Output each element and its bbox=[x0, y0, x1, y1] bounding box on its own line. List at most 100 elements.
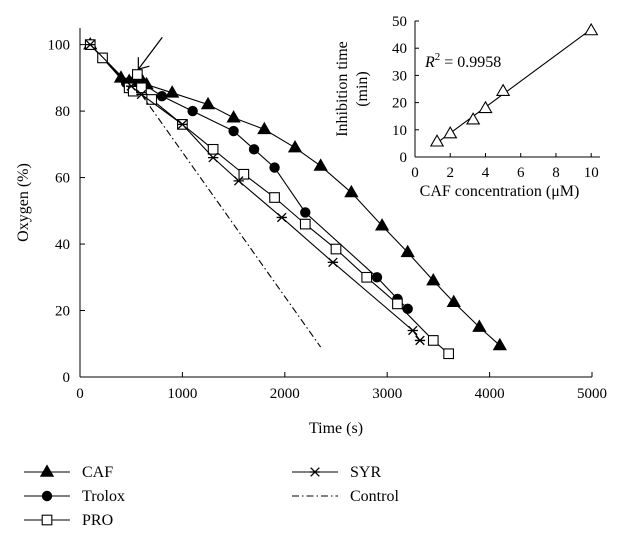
r-squared-value: = 0.9958 bbox=[440, 54, 501, 71]
r-squared-exponent: 2 bbox=[435, 51, 441, 63]
data-point-trolox bbox=[187, 105, 198, 117]
inset-y-tick-label: 20 bbox=[392, 96, 407, 112]
inset-y-axis-label: Inhibition time (min) bbox=[334, 41, 371, 137]
data-point-caf bbox=[313, 158, 328, 171]
data-point-pro bbox=[136, 82, 147, 94]
r-squared-symbol: R bbox=[424, 54, 435, 71]
inset-y-tick-label: 0 bbox=[400, 150, 408, 166]
inset-data-point bbox=[466, 112, 481, 125]
data-point-pro bbox=[361, 271, 373, 283]
data-point-pro bbox=[97, 52, 108, 64]
data-point-trolox bbox=[371, 272, 383, 283]
inset-x-tick-label: 6 bbox=[517, 165, 525, 181]
data-point-caf bbox=[344, 184, 359, 198]
legend-label-control: Control bbox=[350, 488, 399, 505]
x-tick-label: 0 bbox=[76, 386, 84, 402]
legend-label-trolox: Trolox bbox=[82, 488, 125, 505]
data-point-pro bbox=[146, 94, 158, 105]
legend-label-pro: PRO bbox=[82, 512, 113, 529]
data-point-pro bbox=[269, 192, 280, 203]
data-point-trolox bbox=[402, 303, 413, 315]
data-point-pro bbox=[427, 335, 439, 346]
inset-x-axis-label: CAF concentration (μM) bbox=[420, 183, 580, 200]
inset-x-tick-label: 2 bbox=[446, 165, 454, 181]
data-point-caf bbox=[200, 96, 216, 110]
arrow-annotation-head bbox=[137, 57, 150, 70]
y-tick-label: 0 bbox=[63, 370, 71, 386]
x-tick-label: 5000 bbox=[577, 386, 607, 402]
data-point-pro bbox=[238, 168, 250, 180]
r-squared-annotation: R2 = 0.9958 bbox=[424, 51, 501, 71]
data-point-syr bbox=[407, 325, 418, 336]
x-tick-label: 4000 bbox=[475, 386, 505, 402]
inset-x-tick-label: 10 bbox=[584, 165, 599, 181]
x-tick-label: 3000 bbox=[372, 386, 402, 402]
inset-x-tick-label: 8 bbox=[552, 165, 560, 181]
legend: CAF Trolox PRO SYR Control bbox=[24, 464, 399, 529]
inset-y-axis-label-line: Inhibition time bbox=[334, 41, 351, 137]
inset-x-tick-label: 0 bbox=[411, 165, 419, 181]
y-tick-label: 40 bbox=[55, 237, 70, 253]
data-point-trolox bbox=[228, 125, 239, 137]
inset-x-tick-label: 4 bbox=[482, 165, 490, 181]
y-tick-label: 20 bbox=[55, 304, 70, 320]
data-point-syr bbox=[85, 39, 96, 50]
inset-data-point bbox=[443, 126, 458, 139]
inset-fit-line bbox=[436, 28, 592, 144]
legend-marker-syr bbox=[309, 467, 321, 477]
legend-label-syr: SYR bbox=[350, 464, 381, 481]
data-point-caf bbox=[426, 273, 441, 286]
data-point-trolox bbox=[156, 90, 168, 102]
data-point-caf bbox=[492, 337, 507, 351]
inset-y-tick-label: 50 bbox=[392, 14, 407, 30]
data-point-pro bbox=[131, 69, 143, 80]
data-point-caf bbox=[400, 244, 415, 258]
inset-data-point bbox=[478, 100, 493, 114]
data-point-trolox bbox=[269, 162, 280, 173]
data-point-pro bbox=[330, 243, 342, 255]
legend-marker-pro bbox=[41, 514, 53, 526]
legend-marker-trolox bbox=[41, 490, 53, 502]
data-point-pro bbox=[299, 218, 311, 230]
y-tick-label: 80 bbox=[55, 104, 70, 120]
inset-y-tick-label: 40 bbox=[392, 41, 407, 57]
data-point-caf bbox=[374, 218, 390, 231]
data-point-caf bbox=[446, 294, 461, 307]
data-point-syr bbox=[276, 212, 287, 223]
x-tick-label: 1000 bbox=[167, 386, 197, 402]
y-axis-label: Oxygen (%) bbox=[15, 163, 32, 242]
data-point-trolox bbox=[300, 207, 311, 218]
data-point-pro bbox=[392, 298, 403, 310]
inset-data-point bbox=[495, 83, 511, 96]
data-point-caf bbox=[165, 85, 180, 98]
data-point-syr bbox=[207, 152, 219, 163]
data-point-caf bbox=[257, 121, 272, 135]
y-tick-label: 100 bbox=[48, 38, 71, 54]
series-line-syr bbox=[89, 44, 421, 341]
data-point-syr bbox=[414, 335, 426, 346]
inset-y-axis-label-line: (min) bbox=[354, 71, 371, 107]
inset-y-tick-label: 10 bbox=[392, 123, 407, 139]
inset-data-point bbox=[429, 134, 445, 147]
x-tick-label: 2000 bbox=[270, 386, 300, 402]
x-axis-label: Time (s) bbox=[309, 420, 363, 437]
data-point-caf bbox=[287, 140, 303, 153]
arrow-annotation bbox=[137, 36, 163, 70]
inset-plot: 0 2 4 6 8 10 0 10 20 30 40 50 CAF concentration (μM)… bbox=[334, 14, 600, 200]
data-point-syr bbox=[177, 119, 188, 130]
inset-y-tick-label: 30 bbox=[392, 68, 407, 84]
data-point-caf bbox=[226, 110, 241, 123]
data-point-syr bbox=[233, 176, 244, 186]
y-tick-label: 60 bbox=[55, 171, 70, 187]
data-point-caf bbox=[472, 319, 487, 332]
data-point-trolox bbox=[248, 144, 260, 155]
data-point-syr bbox=[126, 81, 137, 91]
legend-marker-caf bbox=[39, 464, 55, 477]
inset-data-point bbox=[584, 22, 599, 36]
data-point-pro bbox=[207, 143, 219, 155]
data-point-pro bbox=[443, 348, 454, 360]
legend-label-caf: CAF bbox=[82, 464, 113, 481]
data-point-syr bbox=[327, 257, 339, 268]
